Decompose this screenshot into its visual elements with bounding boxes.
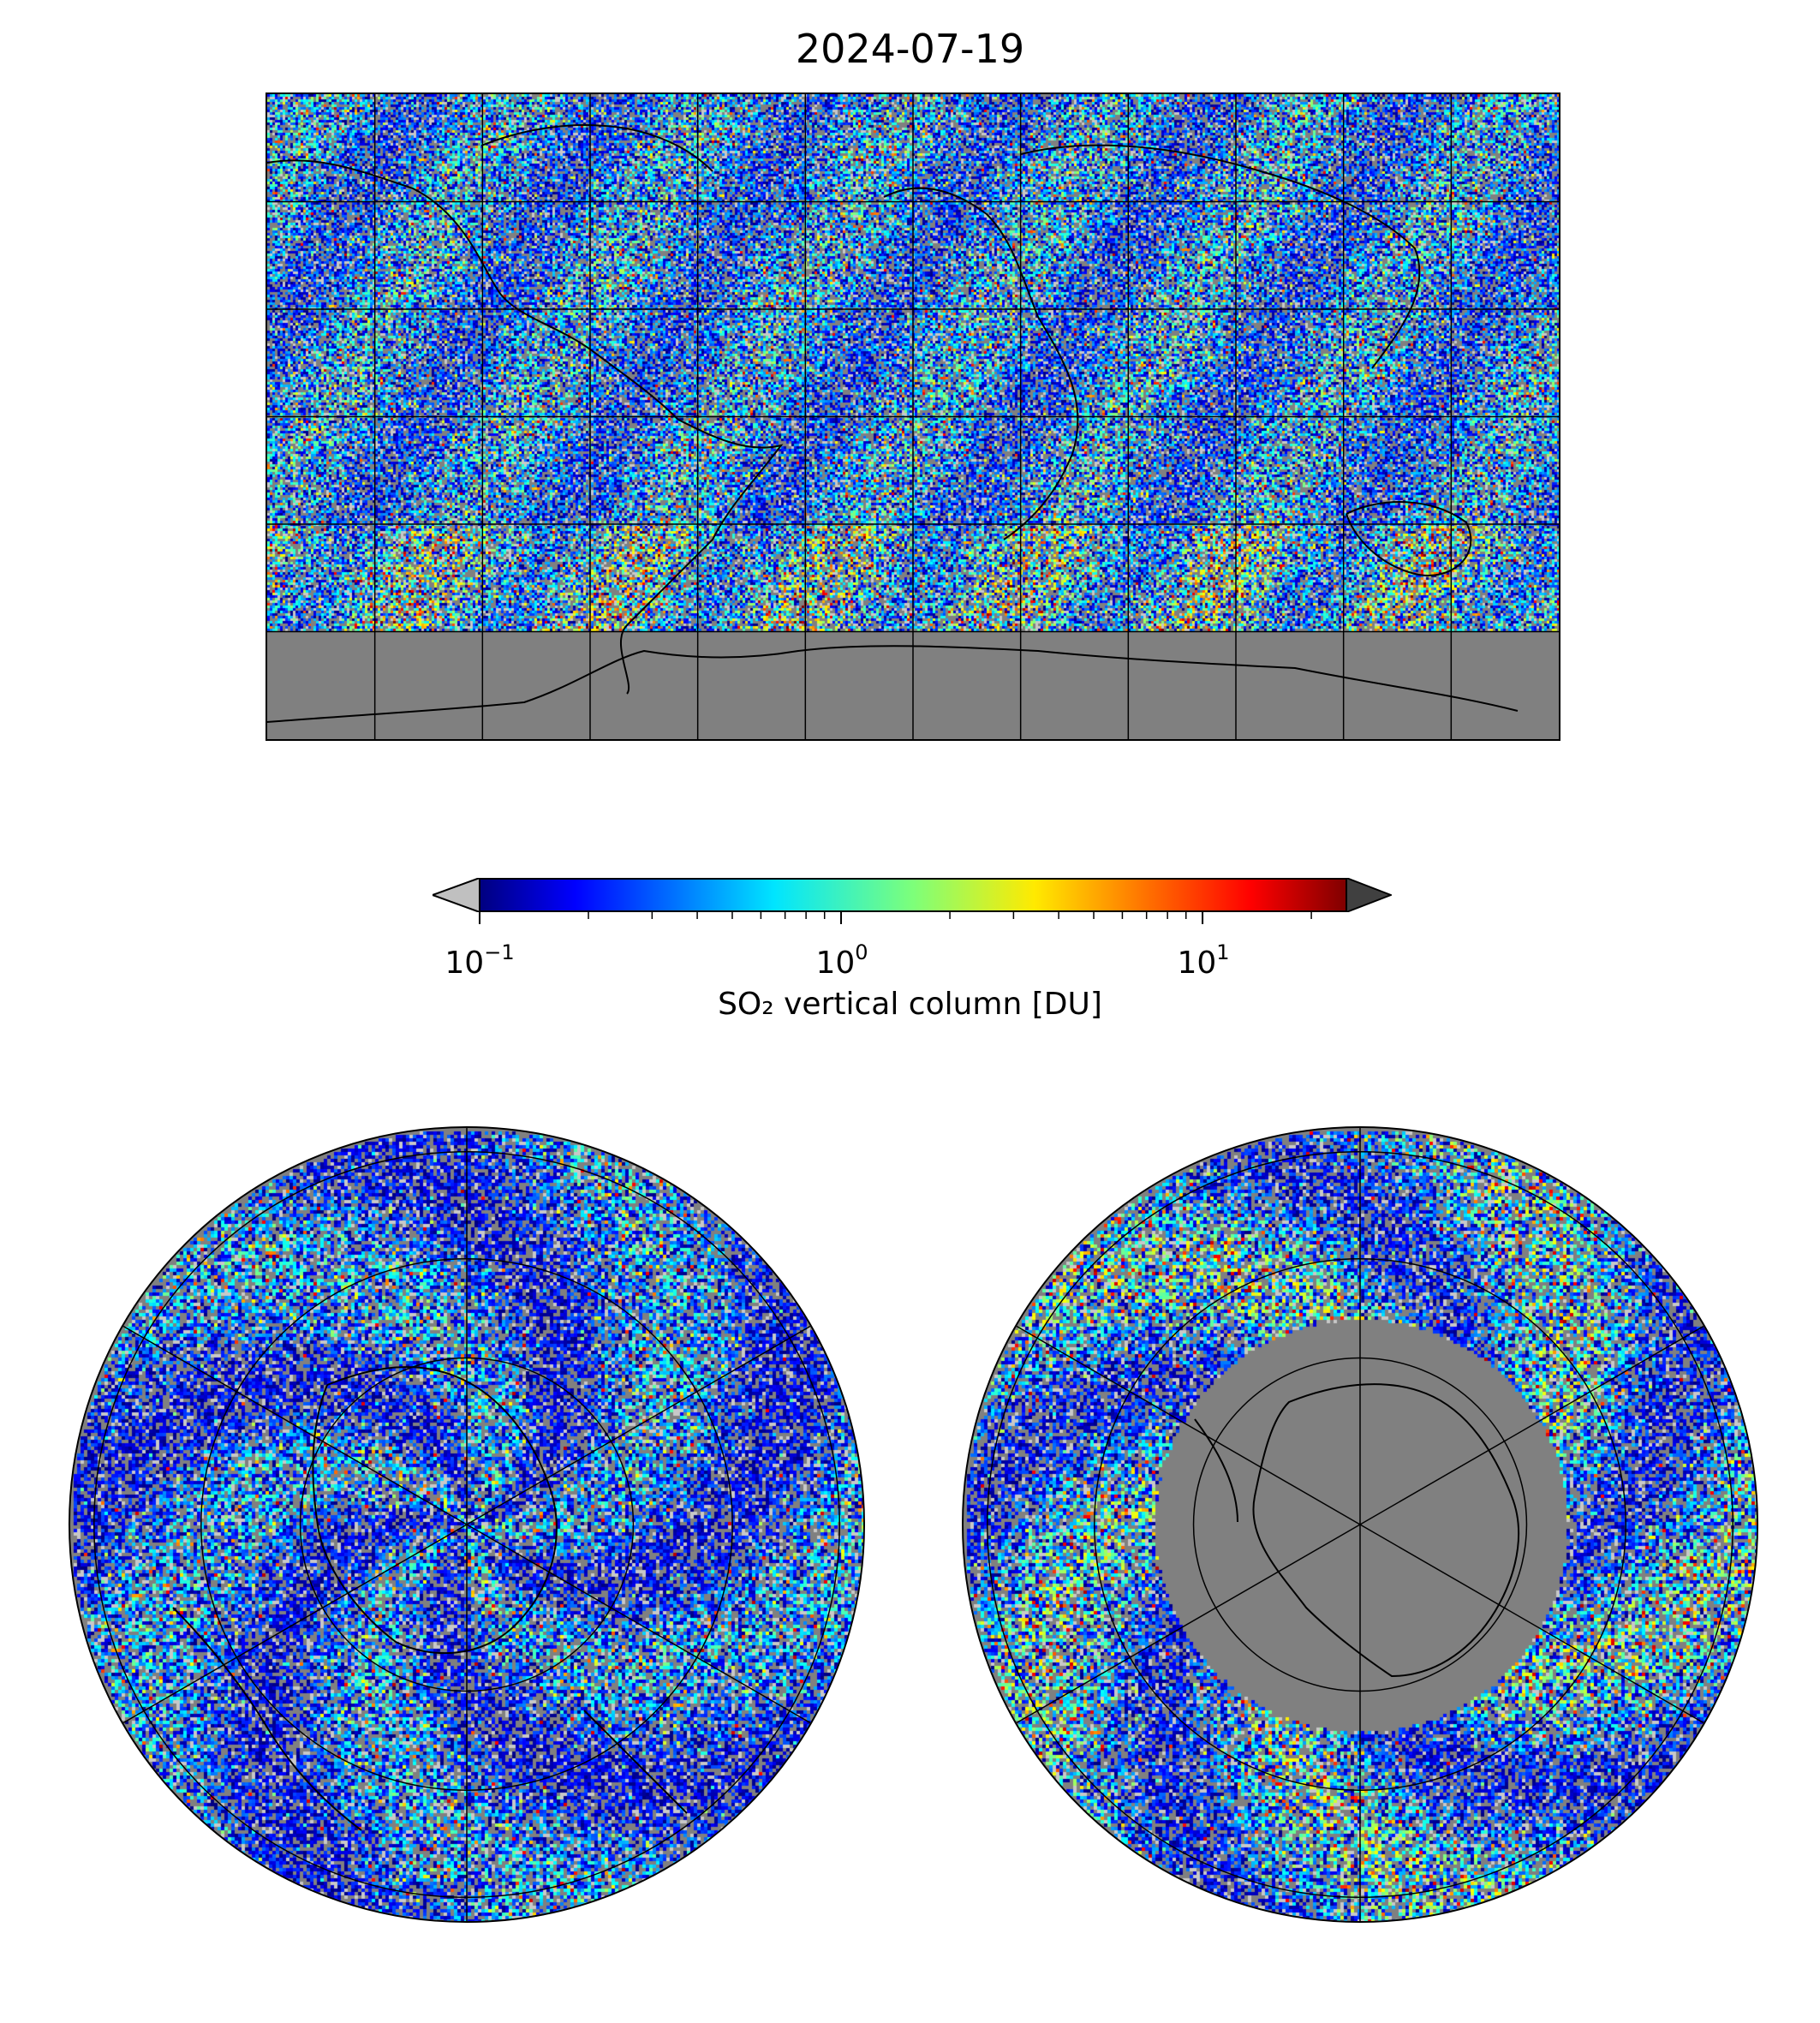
colorbar-under-extension <box>433 878 480 912</box>
world-map[interactable] <box>266 92 1560 741</box>
colorbar-gradient <box>479 878 1347 912</box>
colorbar-tick-label-0: 10−1 <box>445 940 515 981</box>
chart-title: 2024-07-19 <box>795 26 1025 72</box>
north-gridlines-and-coastlines <box>93 1128 840 1921</box>
colorbar-tick-label-1: 100 <box>815 940 868 981</box>
colorbar-ticks <box>479 912 1312 924</box>
colorbar <box>433 878 1392 912</box>
world-gridlines-and-coastlines <box>267 94 1559 739</box>
colorbar-over-extension <box>1346 878 1392 912</box>
south-gridlines-and-coastlines <box>987 1128 1733 1921</box>
south-polar-map[interactable] <box>962 1126 1758 1923</box>
colorbar-tick-label-2: 101 <box>1177 940 1230 981</box>
north-polar-map[interactable] <box>69 1126 865 1923</box>
colorbar-label: SO₂ vertical column [DU] <box>718 987 1102 1022</box>
